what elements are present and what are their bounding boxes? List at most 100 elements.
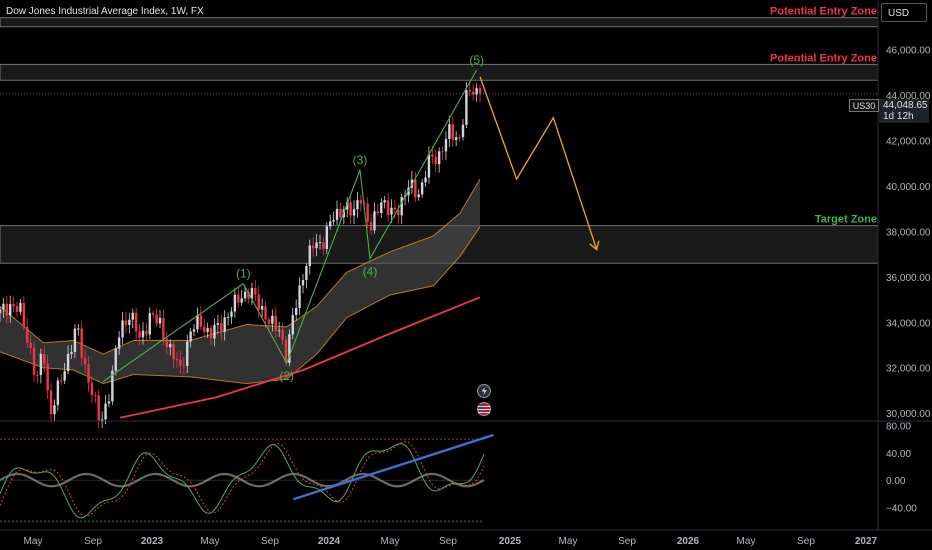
candle-body — [83, 357, 87, 365]
candle-body — [386, 200, 390, 215]
candle-body — [230, 311, 233, 317]
candle — [77, 324, 80, 336]
candle-body — [359, 200, 363, 204]
candle-body — [29, 342, 32, 348]
candle — [414, 171, 417, 203]
candle — [117, 330, 121, 355]
candle — [121, 312, 124, 345]
candle — [223, 310, 226, 341]
oscillator-line-slow — [0, 441, 485, 517]
candle — [369, 213, 373, 236]
candle — [281, 323, 284, 345]
time-tick-label: 2023 — [141, 536, 164, 547]
time-tick-label: 2026 — [677, 536, 700, 547]
candle-body — [437, 151, 441, 165]
candle-body — [383, 200, 386, 203]
time-tick-label: Sep — [797, 536, 815, 547]
candle-body — [172, 343, 175, 360]
candle — [226, 312, 230, 326]
us-flag-icon — [477, 402, 491, 416]
price-tick-label: 36,000.00 — [886, 273, 931, 284]
candle-body — [155, 314, 158, 324]
candle — [36, 371, 39, 384]
candle — [70, 344, 73, 359]
candle-body — [311, 245, 315, 249]
candle — [179, 351, 182, 374]
candle — [437, 147, 441, 173]
candle-body — [63, 371, 66, 381]
candle — [288, 329, 291, 367]
candle-body — [111, 370, 114, 402]
candle — [417, 189, 420, 201]
candle — [148, 307, 151, 340]
candle — [461, 119, 465, 141]
chart-title: Dow Jones Industrial Average Index, 1W, … — [6, 6, 204, 17]
candle — [60, 374, 63, 386]
candle — [63, 362, 66, 384]
candle — [373, 202, 376, 234]
price-tick-label: 38,000.00 — [886, 227, 931, 238]
candle-body — [169, 343, 172, 348]
candle-body — [301, 280, 305, 286]
candle — [203, 318, 206, 337]
candle-body — [441, 151, 444, 153]
candle-body — [138, 331, 141, 338]
candle-body — [444, 139, 448, 152]
oscillator-tick-label: 40.00 — [886, 449, 911, 460]
candle — [451, 116, 454, 148]
candle-body — [0, 309, 2, 314]
candle-body — [451, 124, 454, 140]
candle-body — [458, 137, 461, 139]
candle — [90, 376, 94, 404]
candle-body — [209, 328, 213, 339]
candle-body — [2, 303, 5, 310]
candle-body — [400, 196, 403, 216]
candle-body — [424, 177, 427, 183]
candle — [277, 321, 281, 337]
candle-body — [346, 202, 349, 210]
candle — [386, 193, 390, 222]
price-tick-label: 42,000.00 — [886, 136, 931, 147]
candle — [243, 285, 247, 302]
candle — [131, 308, 134, 329]
candle-body — [281, 330, 284, 340]
candle — [56, 377, 60, 412]
zone-label: Potential Entry Zone — [770, 52, 877, 64]
candle — [209, 325, 213, 346]
candle — [66, 345, 70, 375]
candle-body — [107, 401, 111, 404]
candle — [19, 299, 22, 316]
candle — [400, 193, 403, 224]
candle-body — [332, 219, 335, 222]
candle-body — [288, 334, 291, 363]
candle — [87, 356, 90, 392]
candle — [94, 391, 97, 404]
candle-body — [471, 91, 475, 95]
candle-body — [291, 314, 294, 335]
candle — [240, 290, 243, 307]
candle-body — [182, 365, 186, 367]
candle-body — [128, 319, 131, 325]
candle-body — [145, 330, 148, 335]
candle-body — [369, 221, 373, 231]
candle-body — [417, 194, 420, 198]
candle — [22, 296, 26, 331]
candle — [192, 324, 196, 337]
candle-body — [49, 390, 53, 415]
candle — [128, 312, 131, 334]
last-price-value: 44,048.65 — [883, 100, 928, 111]
candle — [339, 202, 342, 224]
candle-body — [356, 200, 359, 210]
candle — [43, 346, 46, 373]
candle-body — [134, 312, 138, 332]
candle — [444, 131, 448, 160]
candle-body — [131, 312, 134, 320]
candle — [349, 194, 352, 224]
candle — [46, 355, 49, 399]
candle-body — [9, 304, 12, 316]
candle-body — [475, 88, 478, 95]
currency-button[interactable]: USD — [881, 3, 927, 22]
candle — [114, 345, 117, 376]
candle — [230, 307, 233, 325]
